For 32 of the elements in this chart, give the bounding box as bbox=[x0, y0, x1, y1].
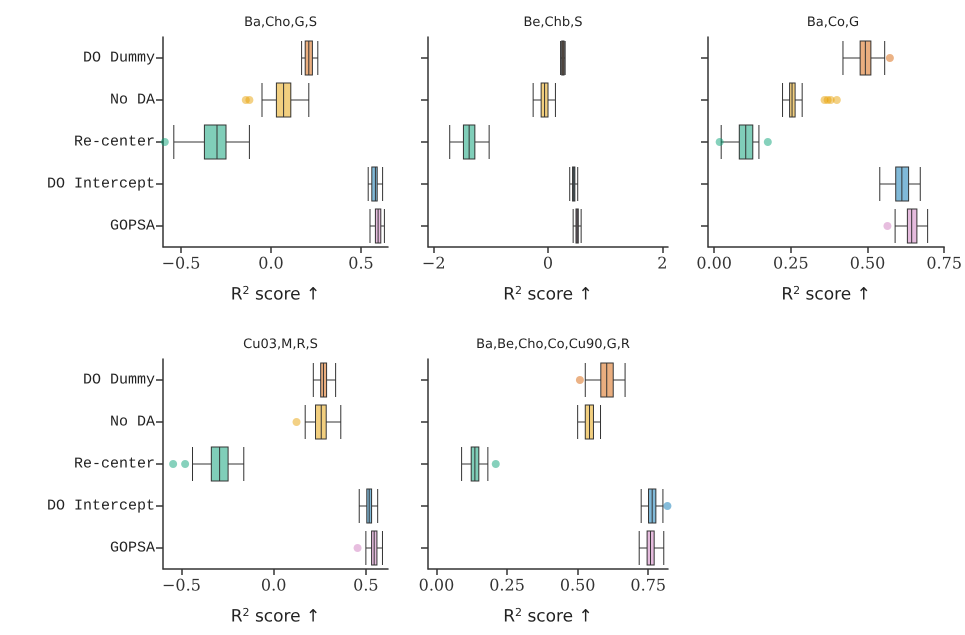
chart-title: Ba,Co,G bbox=[806, 15, 860, 30]
chart-title: Ba,Cho,G,S bbox=[244, 15, 317, 30]
x-tick-label: 0.0 bbox=[258, 254, 284, 272]
x-tick-label: 0.75 bbox=[926, 254, 962, 272]
y-tick-label: GOPSA bbox=[110, 218, 155, 234]
y-tick-label: Re-center bbox=[74, 456, 155, 472]
y-tick-label: DO Dummy bbox=[82, 372, 155, 388]
x-tick-label: 0.5 bbox=[353, 576, 379, 594]
x-tick-label: −0.5 bbox=[162, 254, 200, 272]
x-tick-label: 0.25 bbox=[489, 576, 525, 594]
x-tick-label: −0.5 bbox=[162, 576, 201, 594]
x-tick-label: 0.00 bbox=[418, 576, 454, 594]
y-tick-label: Re-center bbox=[74, 134, 155, 150]
x-tick-label: 0.50 bbox=[850, 254, 886, 272]
y-tick-label: DO Intercept bbox=[46, 498, 155, 514]
y-tick-label: DO Dummy bbox=[82, 50, 155, 66]
y-tick-label: GOPSA bbox=[110, 540, 155, 556]
x-tick-label: 0.25 bbox=[773, 254, 809, 272]
x-tick-label: 0.5 bbox=[348, 254, 374, 272]
x-tick-label: 2 bbox=[657, 254, 668, 272]
x-tick-label: 0.0 bbox=[260, 576, 286, 594]
x-tick-label: 0.75 bbox=[630, 576, 666, 594]
x-tick-label: 0.50 bbox=[560, 576, 596, 594]
y-tick-label: No DA bbox=[110, 414, 155, 430]
x-tick-label: 0.00 bbox=[696, 254, 732, 272]
chart-title: Cu03,M,R,S bbox=[243, 337, 318, 352]
chart-title: Be,Chb,S bbox=[523, 15, 583, 30]
chart-title: Ba,Be,Cho,Co,Cu90,G,R bbox=[476, 337, 630, 352]
x-tick-label: 0 bbox=[542, 254, 554, 272]
y-tick-label: DO Intercept bbox=[46, 176, 155, 192]
x-tick-label: −2 bbox=[422, 254, 446, 272]
y-tick-label: No DA bbox=[110, 92, 155, 108]
